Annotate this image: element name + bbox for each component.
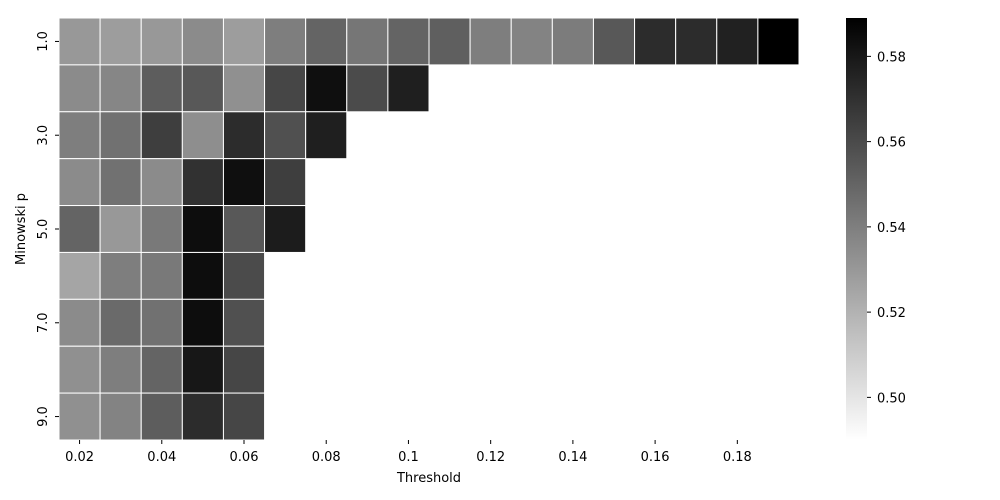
heatmap-cell	[140, 158, 183, 207]
x-axis-label: Threshold	[396, 471, 461, 486]
heatmap-cell	[346, 17, 389, 66]
y-tick-label: 9.0	[36, 406, 51, 427]
heatmap-cell	[58, 64, 101, 113]
heatmap-cell	[264, 17, 307, 66]
colorbar-tick-label: 0.58	[877, 50, 906, 65]
heatmap-cell	[99, 64, 142, 113]
x-tick-label: 0.08	[312, 450, 341, 465]
x-tick-label: 0.1	[398, 450, 419, 465]
heatmap-cell	[181, 251, 224, 300]
heatmap-cell	[99, 205, 142, 253]
x-tick-label: 0.12	[476, 450, 505, 465]
y-axis: 1.0 3.0 5.0 7.0 9.0	[36, 31, 59, 427]
heatmap-cell	[99, 17, 142, 66]
y-tick-label: 7.0	[36, 312, 51, 333]
colorbar-tick-label: 0.52	[877, 306, 906, 321]
heatmap-cell	[181, 298, 224, 347]
heatmap-cell	[222, 158, 266, 207]
heatmap-cell	[222, 345, 266, 394]
colorbar-ticks: 0.50 0.52 0.54 0.56 0.58	[867, 50, 906, 406]
heatmap-cell	[222, 64, 266, 113]
heatmap-cell	[140, 251, 183, 300]
heatmap-cell	[222, 205, 266, 253]
heatmap-cell	[305, 17, 348, 66]
x-tick-label: 0.06	[230, 450, 259, 465]
heatmap-cell	[222, 111, 266, 160]
heatmap-cell	[181, 392, 224, 441]
heatmap-cell	[387, 64, 430, 113]
colorbar-tick-label: 0.50	[877, 391, 906, 406]
colorbar-tick-label: 0.56	[877, 136, 906, 151]
y-axis-label: Minowski p	[14, 193, 29, 265]
x-axis: 0.02 0.04 0.06 0.08 0.1 0.12 0.14 0.16 0.18	[65, 440, 752, 465]
heatmap-cell	[181, 158, 224, 207]
heatmap-cell	[551, 17, 594, 66]
heatmap-cell	[181, 111, 224, 160]
heatmap-cell	[99, 298, 142, 347]
heatmap-cell	[469, 17, 512, 66]
heatmap-cell	[222, 17, 266, 66]
heatmap-cell	[58, 392, 101, 441]
heatmap-cell	[58, 205, 101, 253]
heatmap-cell	[222, 392, 266, 441]
heatmap-cell	[181, 205, 224, 253]
heatmap-cell	[99, 345, 142, 394]
heatmap-cell	[305, 111, 348, 160]
heatmap-cell	[99, 251, 142, 300]
y-tick-label: 3.0	[36, 125, 51, 146]
x-tick-label: 0.18	[723, 450, 752, 465]
heatmap-cell	[58, 158, 101, 207]
heatmap-cell	[58, 345, 101, 394]
heatmap-cell	[58, 111, 101, 160]
heatmap-cell	[99, 392, 142, 441]
heatmap-cell	[58, 251, 101, 300]
heatmap-cell	[140, 17, 183, 66]
heatmap-cell	[675, 17, 718, 66]
heatmap-cell	[140, 298, 183, 347]
heatmap-cell	[264, 158, 307, 207]
colorbar-tick-label: 0.54	[877, 221, 906, 236]
heatmap-cells	[58, 17, 800, 441]
heatmap-cell	[140, 64, 183, 113]
heatmap-cell	[510, 17, 553, 66]
heatmap-cell	[140, 345, 183, 394]
heatmap-cell	[305, 64, 348, 113]
heatmap-cell	[428, 17, 471, 66]
heatmap-cell	[140, 392, 183, 441]
heatmap-cell	[592, 17, 636, 66]
x-tick-label: 0.04	[147, 450, 176, 465]
heatmap-cell	[58, 298, 101, 347]
heatmap-cell	[222, 298, 266, 347]
heatmap-cell	[757, 17, 800, 66]
heatmap-cell	[264, 64, 307, 113]
heatmap-cell	[181, 345, 224, 394]
x-tick-label: 0.14	[558, 450, 587, 465]
heatmap-cell	[181, 17, 224, 66]
y-tick-label: 1.0	[36, 31, 51, 52]
heatmap-cell	[634, 17, 677, 66]
heatmap-cell	[222, 251, 266, 300]
heatmap-cell	[140, 205, 183, 253]
heatmap-cell	[387, 17, 430, 66]
colorbar	[846, 18, 867, 440]
heatmap-cell	[99, 158, 142, 207]
heatmap-cell	[264, 205, 307, 253]
x-tick-label: 0.02	[65, 450, 94, 465]
heatmap-cell	[58, 17, 101, 66]
x-tick-label: 0.16	[641, 450, 670, 465]
heatmap-cell	[716, 17, 759, 66]
heatmap-cell	[346, 64, 389, 113]
y-tick-label: 5.0	[36, 219, 51, 240]
heatmap-cell	[181, 64, 224, 113]
heatmap-cell	[99, 111, 142, 160]
heatmap-cell	[264, 111, 307, 160]
heatmap-cell	[140, 111, 183, 160]
